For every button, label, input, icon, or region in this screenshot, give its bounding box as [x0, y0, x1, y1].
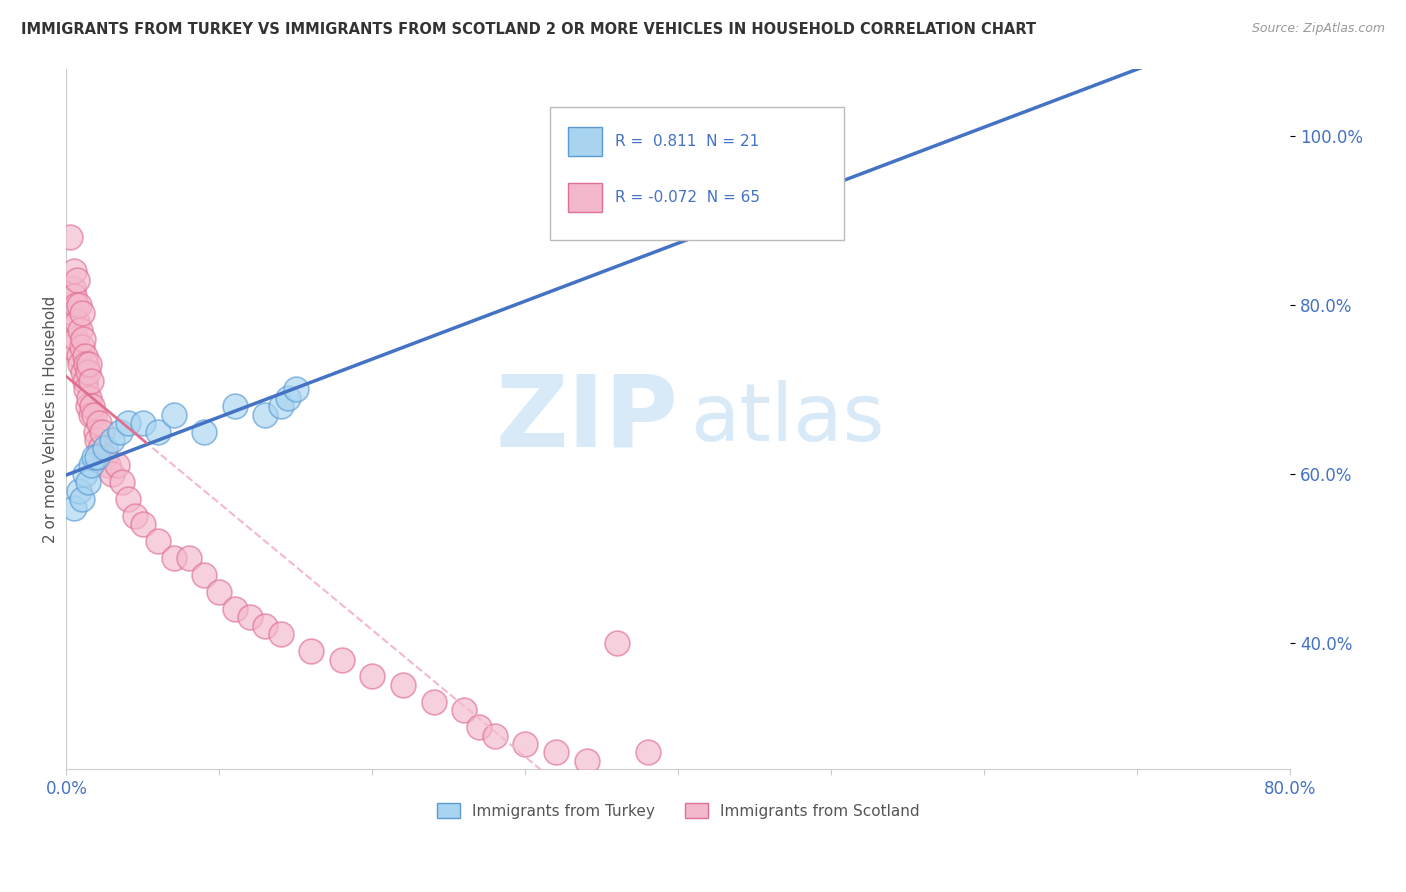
Point — [330, 652, 353, 666]
Point — [69, 357, 91, 371]
Text: ZIP: ZIP — [495, 370, 678, 467]
Bar — [568, 183, 602, 212]
Point — [110, 475, 132, 490]
Y-axis label: 2 or more Vehicles in Household: 2 or more Vehicles in Household — [44, 295, 58, 542]
Point — [80, 458, 103, 473]
Point — [193, 568, 215, 582]
Point — [93, 450, 115, 464]
Point — [148, 425, 170, 439]
Point — [76, 399, 98, 413]
Point — [83, 450, 105, 464]
Point — [101, 433, 124, 447]
Point — [75, 383, 97, 397]
Point — [101, 467, 124, 481]
Point — [66, 315, 89, 329]
Bar — [568, 127, 602, 156]
Point — [86, 450, 108, 464]
Point — [62, 281, 84, 295]
Point — [63, 264, 86, 278]
Point — [72, 332, 94, 346]
Point — [93, 442, 115, 456]
Point — [89, 442, 111, 456]
Point — [148, 534, 170, 549]
Point — [69, 323, 91, 337]
Point — [254, 408, 277, 422]
Point — [73, 374, 96, 388]
Point — [299, 644, 322, 658]
Point — [82, 399, 104, 413]
Point — [90, 425, 112, 439]
Point — [637, 746, 659, 760]
Point — [392, 678, 415, 692]
Point — [79, 357, 101, 371]
Point — [80, 408, 103, 422]
Point — [76, 475, 98, 490]
Point — [70, 492, 93, 507]
Text: IMMIGRANTS FROM TURKEY VS IMMIGRANTS FROM SCOTLAND 2 OR MORE VEHICLES IN HOUSEHO: IMMIGRANTS FROM TURKEY VS IMMIGRANTS FRO… — [21, 22, 1036, 37]
Point — [60, 340, 83, 354]
FancyBboxPatch shape — [550, 107, 844, 240]
Point — [575, 754, 598, 768]
Point — [606, 635, 628, 649]
Point — [468, 720, 491, 734]
Point — [224, 399, 246, 413]
Point — [67, 483, 90, 498]
Point — [361, 669, 384, 683]
Point — [72, 366, 94, 380]
Point — [58, 230, 80, 244]
Point — [162, 551, 184, 566]
Text: Source: ZipAtlas.com: Source: ZipAtlas.com — [1251, 22, 1385, 36]
Point — [193, 425, 215, 439]
Point — [84, 425, 107, 439]
Point — [124, 508, 146, 523]
Point — [73, 349, 96, 363]
Point — [162, 408, 184, 422]
Point — [270, 399, 292, 413]
Point — [67, 298, 90, 312]
Point — [105, 458, 128, 473]
Legend: Immigrants from Turkey, Immigrants from Scotland: Immigrants from Turkey, Immigrants from … — [430, 797, 927, 825]
Point — [239, 610, 262, 624]
Point — [284, 383, 307, 397]
Point — [83, 408, 105, 422]
Point — [117, 492, 139, 507]
Point — [422, 695, 444, 709]
Point — [108, 425, 131, 439]
Point — [97, 458, 120, 473]
Text: R =  0.811  N = 21: R = 0.811 N = 21 — [614, 134, 759, 149]
Point — [277, 391, 299, 405]
Point — [254, 619, 277, 633]
Point — [65, 332, 87, 346]
Point — [484, 729, 506, 743]
Point — [73, 467, 96, 481]
Point — [65, 298, 87, 312]
Point — [63, 289, 86, 303]
Point — [86, 433, 108, 447]
Point — [87, 416, 110, 430]
Point — [79, 391, 101, 405]
Point — [70, 340, 93, 354]
Point — [66, 272, 89, 286]
Point — [177, 551, 200, 566]
Point — [70, 306, 93, 320]
Point — [270, 627, 292, 641]
Point — [67, 349, 90, 363]
Text: R = -0.072  N = 65: R = -0.072 N = 65 — [614, 190, 759, 205]
Point — [117, 416, 139, 430]
Point — [62, 306, 84, 320]
Point — [63, 500, 86, 515]
Point — [80, 374, 103, 388]
Point — [75, 357, 97, 371]
Point — [208, 585, 231, 599]
Point — [224, 602, 246, 616]
Text: atlas: atlas — [690, 380, 884, 458]
Point — [544, 746, 567, 760]
Point — [132, 517, 155, 532]
Point — [76, 366, 98, 380]
Point — [515, 737, 537, 751]
Point — [132, 416, 155, 430]
Point — [453, 703, 475, 717]
